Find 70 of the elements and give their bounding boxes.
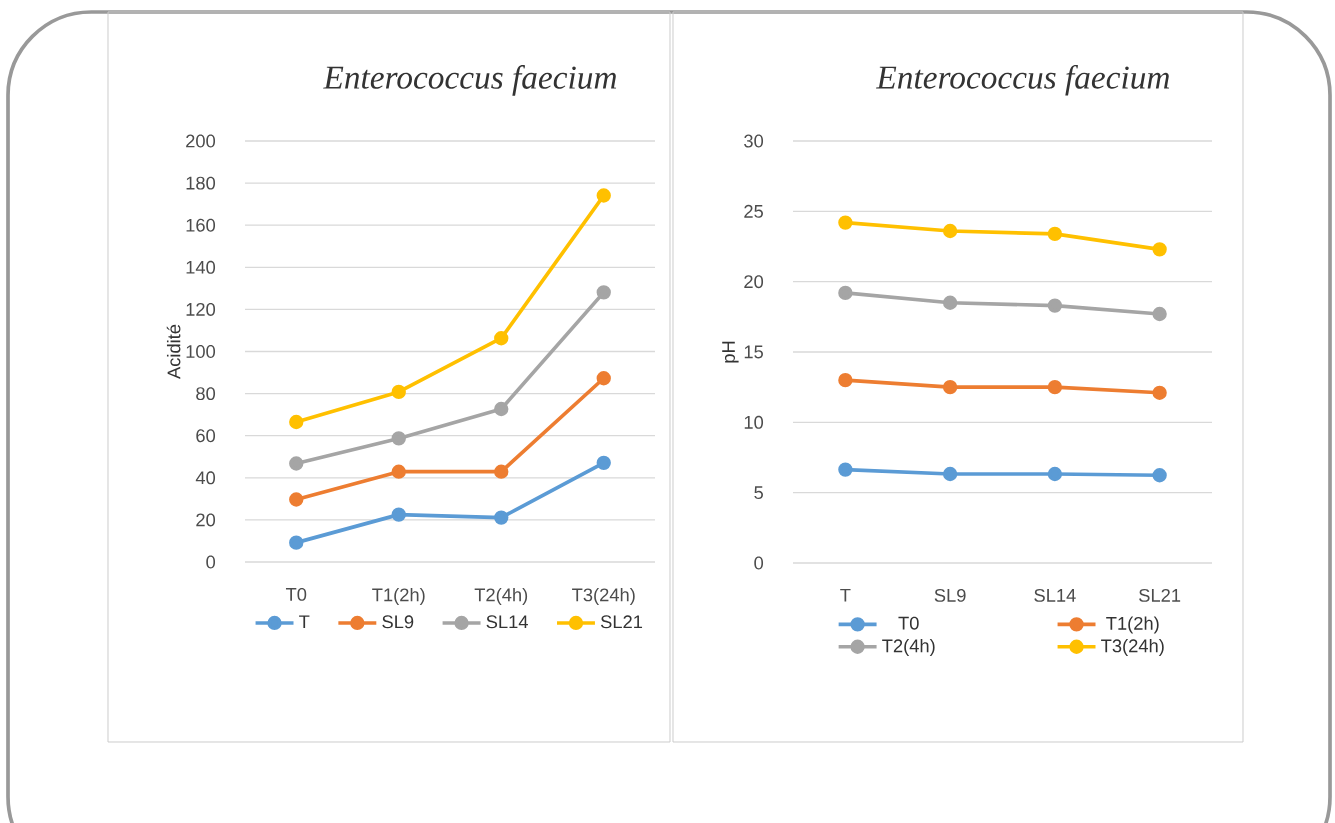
y-tick-label: 20 (196, 513, 216, 527)
point (1047, 226, 1063, 242)
y-tick-label: 140 (186, 260, 216, 274)
x-tick-label: T1(2h) (372, 587, 425, 605)
point (942, 223, 958, 239)
point (289, 456, 304, 471)
point (1152, 242, 1167, 257)
y-tick-label: 20 (744, 275, 764, 289)
x-tick-label: T2(4h) (474, 587, 528, 605)
point (596, 285, 611, 300)
point (596, 455, 611, 471)
legend-label: SL14 (486, 615, 528, 629)
point (1152, 385, 1167, 400)
y-tick-label: 40 (195, 471, 216, 485)
point (942, 295, 958, 310)
point (289, 414, 304, 430)
y-axis-title: Acidité (166, 324, 181, 379)
point (494, 510, 509, 525)
y-tick-label: 25 (744, 204, 763, 218)
point (838, 462, 853, 477)
legend-label: SL21 (600, 615, 643, 629)
point (838, 285, 853, 301)
legend-label: T3(24h) (1101, 638, 1164, 656)
point (1047, 466, 1063, 482)
chart-title: Enterococcus faecium (323, 65, 617, 96)
point (289, 492, 304, 507)
point (289, 535, 304, 550)
x-tick-label: SL21 (1139, 588, 1181, 602)
y-tick-label: 160 (186, 218, 216, 232)
y-tick-label: 200 (186, 134, 216, 148)
y-tick-label: 15 (744, 345, 763, 359)
point (494, 401, 509, 417)
legend-label: SL9 (382, 615, 414, 629)
legend-label: T (299, 615, 310, 629)
point (391, 464, 406, 479)
x-tick-label: T3(24h) (572, 587, 635, 605)
x-tick-label: T0 (285, 587, 307, 601)
point (596, 371, 611, 386)
y-tick-label: 5 (754, 486, 763, 500)
y-tick-label: 60 (196, 429, 216, 443)
y-tick-label: 80 (196, 387, 216, 401)
point (1047, 379, 1063, 395)
x-tick-label: SL14 (1034, 588, 1076, 602)
legend-label: T1(2h) (1106, 616, 1159, 634)
point (1047, 298, 1063, 313)
legend-label: T0 (898, 616, 919, 630)
point (494, 331, 509, 346)
y-tick-label: 120 (186, 302, 216, 316)
legend-label: T2(4h) (882, 638, 935, 656)
point (1152, 468, 1167, 483)
point (1152, 306, 1167, 322)
point (838, 372, 853, 388)
point (494, 464, 509, 479)
x-tick-label: T (840, 588, 851, 602)
point (596, 188, 611, 203)
point (391, 431, 406, 446)
point (942, 466, 958, 482)
chart-title: Enterococcus faecium (876, 65, 1170, 96)
point (942, 379, 958, 395)
y-tick-label: 180 (186, 176, 216, 190)
y-axis-title: pH (722, 341, 739, 363)
y-tick-label: 10 (744, 415, 764, 429)
point (838, 215, 853, 230)
x-tick-label: SL9 (934, 588, 966, 602)
y-tick-label: 0 (206, 555, 216, 569)
point (391, 507, 406, 522)
y-tick-label: 0 (754, 556, 764, 570)
point (391, 384, 406, 400)
y-tick-label: 30 (744, 134, 764, 148)
y-tick-label: 100 (186, 345, 216, 358)
